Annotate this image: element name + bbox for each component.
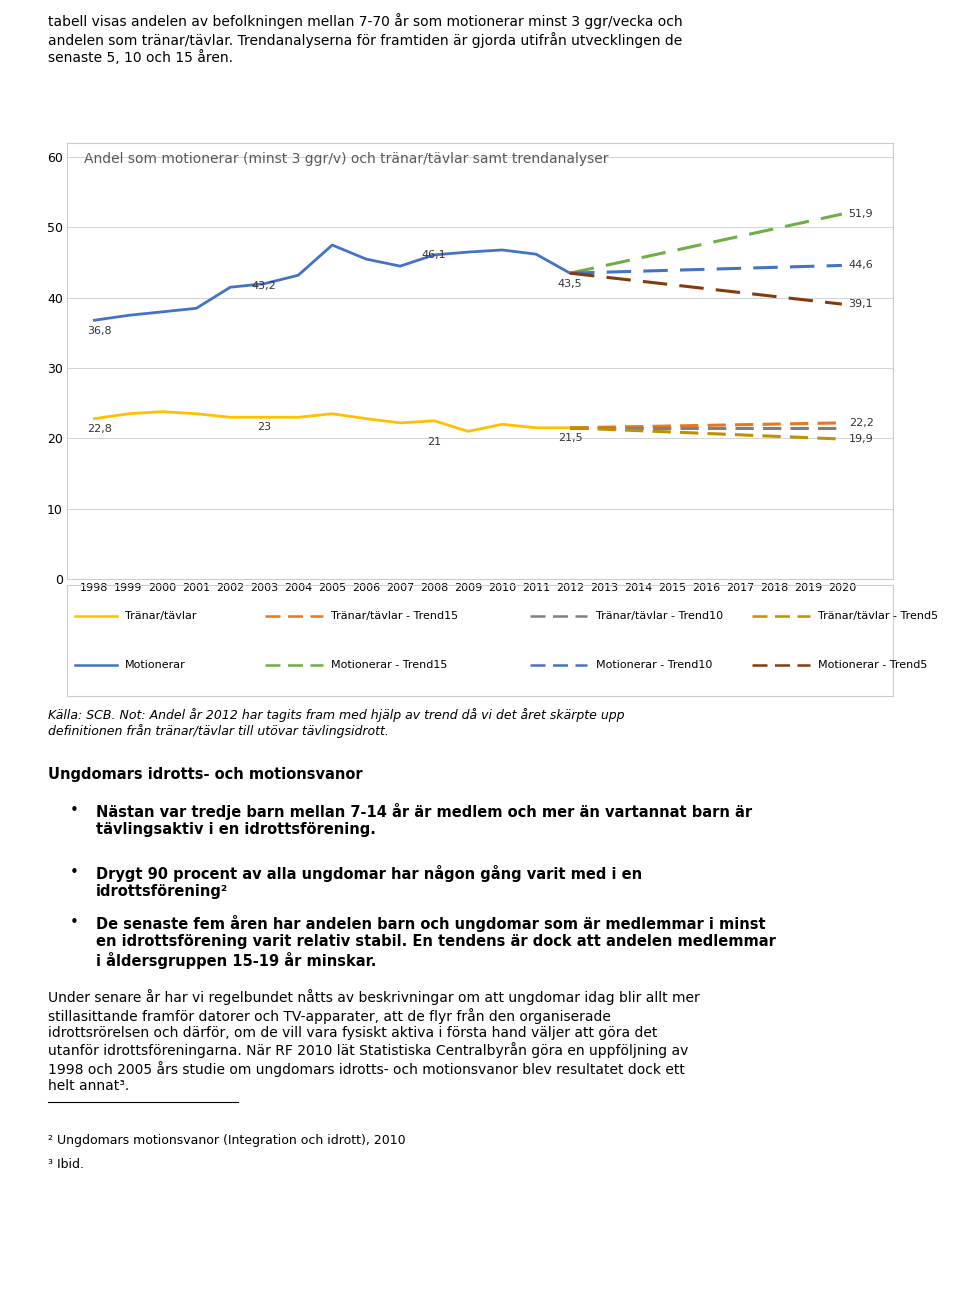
Text: 39,1: 39,1 xyxy=(849,299,874,310)
Text: De senaste fem åren har andelen barn och ungdomar som är medlemmar i minst
en id: De senaste fem åren har andelen barn och… xyxy=(96,915,776,969)
Text: Tränar/tävlar - Trend15: Tränar/tävlar - Trend15 xyxy=(331,611,459,622)
Text: 46,1: 46,1 xyxy=(421,250,446,260)
Text: Motionerar - Trend15: Motionerar - Trend15 xyxy=(331,660,447,670)
Text: 51,9: 51,9 xyxy=(849,209,874,219)
Text: Motionerar - Trend5: Motionerar - Trend5 xyxy=(819,660,928,670)
Text: •: • xyxy=(70,803,79,817)
Text: Källa: SCB. Not: Andel år 2012 har tagits fram med hjälp av trend då vi det året: Källa: SCB. Not: Andel år 2012 har tagit… xyxy=(48,708,625,738)
Text: •: • xyxy=(70,915,79,930)
Text: 44,6: 44,6 xyxy=(849,260,874,271)
Text: 21: 21 xyxy=(427,437,442,448)
Text: Under senare år har vi regelbundet nåtts av beskrivningar om att ungdomar idag b: Under senare år har vi regelbundet nåtts… xyxy=(48,989,700,1093)
Text: Motionerar - Trend10: Motionerar - Trend10 xyxy=(595,660,712,670)
Text: Drygt 90 procent av alla ungdomar har någon gång varit med i en
idrottsförening²: Drygt 90 procent av alla ungdomar har nå… xyxy=(96,865,641,899)
Text: 19,9: 19,9 xyxy=(849,435,874,444)
Text: Tränar/tävlar: Tränar/tävlar xyxy=(125,611,197,622)
Text: Ungdomars idrotts- och motionsvanor: Ungdomars idrotts- och motionsvanor xyxy=(48,768,363,782)
Text: Tränar/tävlar - Trend5: Tränar/tävlar - Trend5 xyxy=(819,611,939,622)
Text: Nästan var tredje barn mellan 7-14 år är medlem och mer än vartannat barn är
täv: Nästan var tredje barn mellan 7-14 år är… xyxy=(96,803,752,837)
Text: Andel som motionerar (minst 3 ggr/v) och tränar/tävlar samt trendanalyser: Andel som motionerar (minst 3 ggr/v) och… xyxy=(84,152,609,165)
Text: 21,5: 21,5 xyxy=(558,433,583,442)
Text: Tränar/tävlar - Trend10: Tränar/tävlar - Trend10 xyxy=(595,611,723,622)
Text: tabell visas andelen av befolkningen mellan 7-70 år som motionerar minst 3 ggr/v: tabell visas andelen av befolkningen mel… xyxy=(48,13,683,65)
Text: ² Ungdomars motionsvanor (Integration och idrott), 2010: ² Ungdomars motionsvanor (Integration oc… xyxy=(48,1134,406,1147)
Text: 43,2: 43,2 xyxy=(252,281,276,291)
Text: Motionerar: Motionerar xyxy=(125,660,185,670)
Text: 23: 23 xyxy=(257,423,272,432)
Text: 36,8: 36,8 xyxy=(87,325,112,336)
Text: 22,8: 22,8 xyxy=(87,424,112,433)
Text: ³ Ibid.: ³ Ibid. xyxy=(48,1158,84,1171)
Text: 43,5: 43,5 xyxy=(558,278,583,289)
Text: 22,2: 22,2 xyxy=(849,418,874,428)
Text: •: • xyxy=(70,865,79,879)
